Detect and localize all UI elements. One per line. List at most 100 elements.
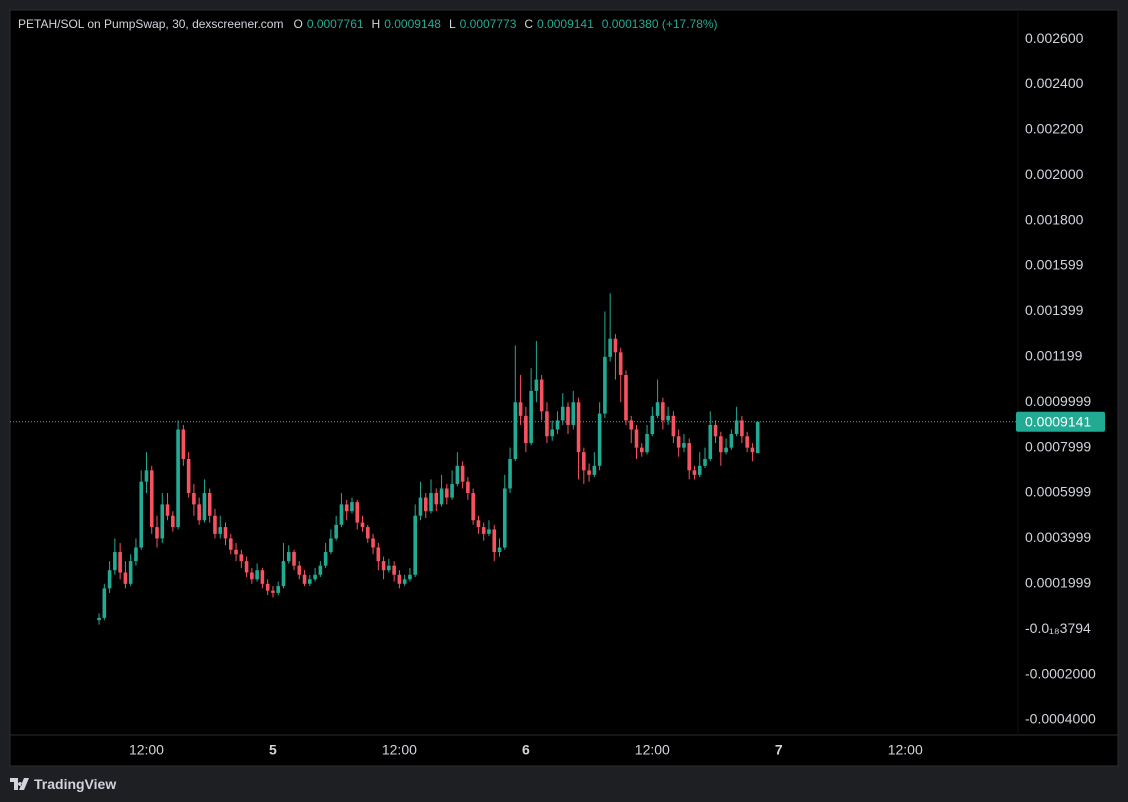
candle-body: [697, 465, 702, 475]
candle-body: [134, 547, 138, 562]
candle-body: [481, 527, 486, 534]
candle-body: [434, 493, 439, 505]
candle-body: [149, 470, 154, 528]
candle-body: [455, 465, 460, 484]
candle-body: [207, 493, 212, 516]
change: 0.0001380 (+17.78%): [601, 17, 718, 31]
candle-body: [239, 554, 244, 562]
candle-body: [392, 565, 396, 575]
candle-body: [576, 402, 581, 453]
brand[interactable]: TradingView: [34, 776, 117, 792]
ohlc-value: 0.0007773: [459, 17, 517, 31]
candle-body: [645, 434, 649, 453]
candle-body: [729, 434, 734, 448]
candle-body: [107, 570, 112, 589]
candle-body: [582, 452, 586, 471]
y-tick-label: 0.002200: [1025, 121, 1084, 137]
y-tick-label: -0.0002000: [1025, 665, 1096, 681]
candle-body: [550, 429, 555, 437]
y-tick-label: -0.0004000: [1025, 711, 1096, 727]
candle-body: [703, 458, 707, 466]
panel: [9, 9, 1119, 767]
candle-body: [402, 579, 407, 584]
candle-body: [128, 561, 133, 584]
candle-body: [255, 570, 259, 580]
x-tick-label: 12:00: [129, 742, 164, 758]
y-tick-label: 0.0005999: [1025, 484, 1091, 500]
y-tick-label: 0.002600: [1025, 30, 1084, 46]
candle-body: [687, 443, 692, 471]
candle-body: [292, 552, 296, 566]
candle-body: [323, 552, 328, 566]
candle-body: [176, 429, 180, 528]
candle-body: [350, 502, 354, 512]
candle-body: [666, 415, 670, 421]
candle-body: [603, 356, 607, 414]
y-tick-label: 0.001599: [1025, 257, 1084, 273]
candle-body: [719, 436, 723, 453]
candle-body: [492, 529, 497, 553]
candle-body: [339, 504, 344, 525]
y-tick-label: 0.002000: [1025, 166, 1084, 182]
last-price-label: 0.0009141: [1025, 413, 1091, 429]
candle-body: [676, 436, 681, 448]
candle-body: [365, 527, 370, 539]
candle-body: [529, 390, 533, 444]
y-tick-label: 0.001399: [1025, 302, 1084, 318]
ohlc-value: 0.0009148: [384, 17, 441, 31]
candle-body: [192, 493, 196, 505]
candle-body: [360, 522, 365, 528]
candle-body: [381, 561, 386, 571]
candle-body: [571, 402, 576, 425]
candle-body: [355, 502, 360, 523]
candle-body: [755, 421, 760, 454]
candle-body: [250, 572, 254, 580]
candle-body: [297, 565, 302, 575]
candle-body: [271, 590, 275, 593]
candle-body: [313, 574, 317, 580]
y-tick-label: 0.0001999: [1025, 575, 1091, 591]
candle-body: [397, 574, 402, 584]
candle-body: [186, 458, 191, 494]
y-tick-label: 0.0007999: [1025, 438, 1091, 454]
ohlc-label: H: [371, 17, 381, 31]
candle-body: [445, 488, 449, 498]
candle-body: [197, 504, 201, 521]
candle-body: [566, 406, 570, 425]
x-tick-label: 12:00: [635, 742, 670, 758]
candle-body: [655, 402, 660, 416]
candle-body: [497, 547, 502, 553]
y-tick-label: 0.0009999: [1025, 393, 1091, 409]
candle-body: [218, 527, 223, 534]
candle-body: [471, 493, 475, 521]
candle-body: [560, 406, 565, 421]
ohlc-label: O: [293, 17, 303, 31]
candle-body: [276, 586, 281, 593]
symbol: PETAH/SOL on PumpSwap, 30, dexscreener.c…: [18, 17, 284, 31]
candle-body: [713, 424, 718, 437]
x-tick-label: 7: [775, 742, 783, 758]
candle-body: [260, 570, 265, 584]
candle-body: [113, 552, 117, 571]
candle-body: [502, 488, 507, 548]
candle-body: [740, 420, 744, 437]
candle-body: [671, 415, 676, 437]
y-tick-label: 0.0003999: [1025, 529, 1091, 545]
candle-body: [439, 488, 444, 505]
candle-body: [608, 338, 612, 357]
x-tick-label: 5: [269, 742, 277, 758]
candle-body: [155, 527, 159, 539]
candle-body: [413, 515, 418, 575]
candle-body: [228, 538, 233, 550]
candle-body: [450, 483, 454, 498]
candle-body: [160, 504, 165, 539]
candle-body: [387, 565, 391, 571]
candle-body: [613, 338, 618, 353]
ohlc-value: 0.0009141: [537, 17, 594, 31]
candle-body: [302, 574, 307, 584]
candle-body: [545, 411, 549, 437]
candle-body: [181, 429, 186, 459]
candle-body: [234, 549, 238, 555]
